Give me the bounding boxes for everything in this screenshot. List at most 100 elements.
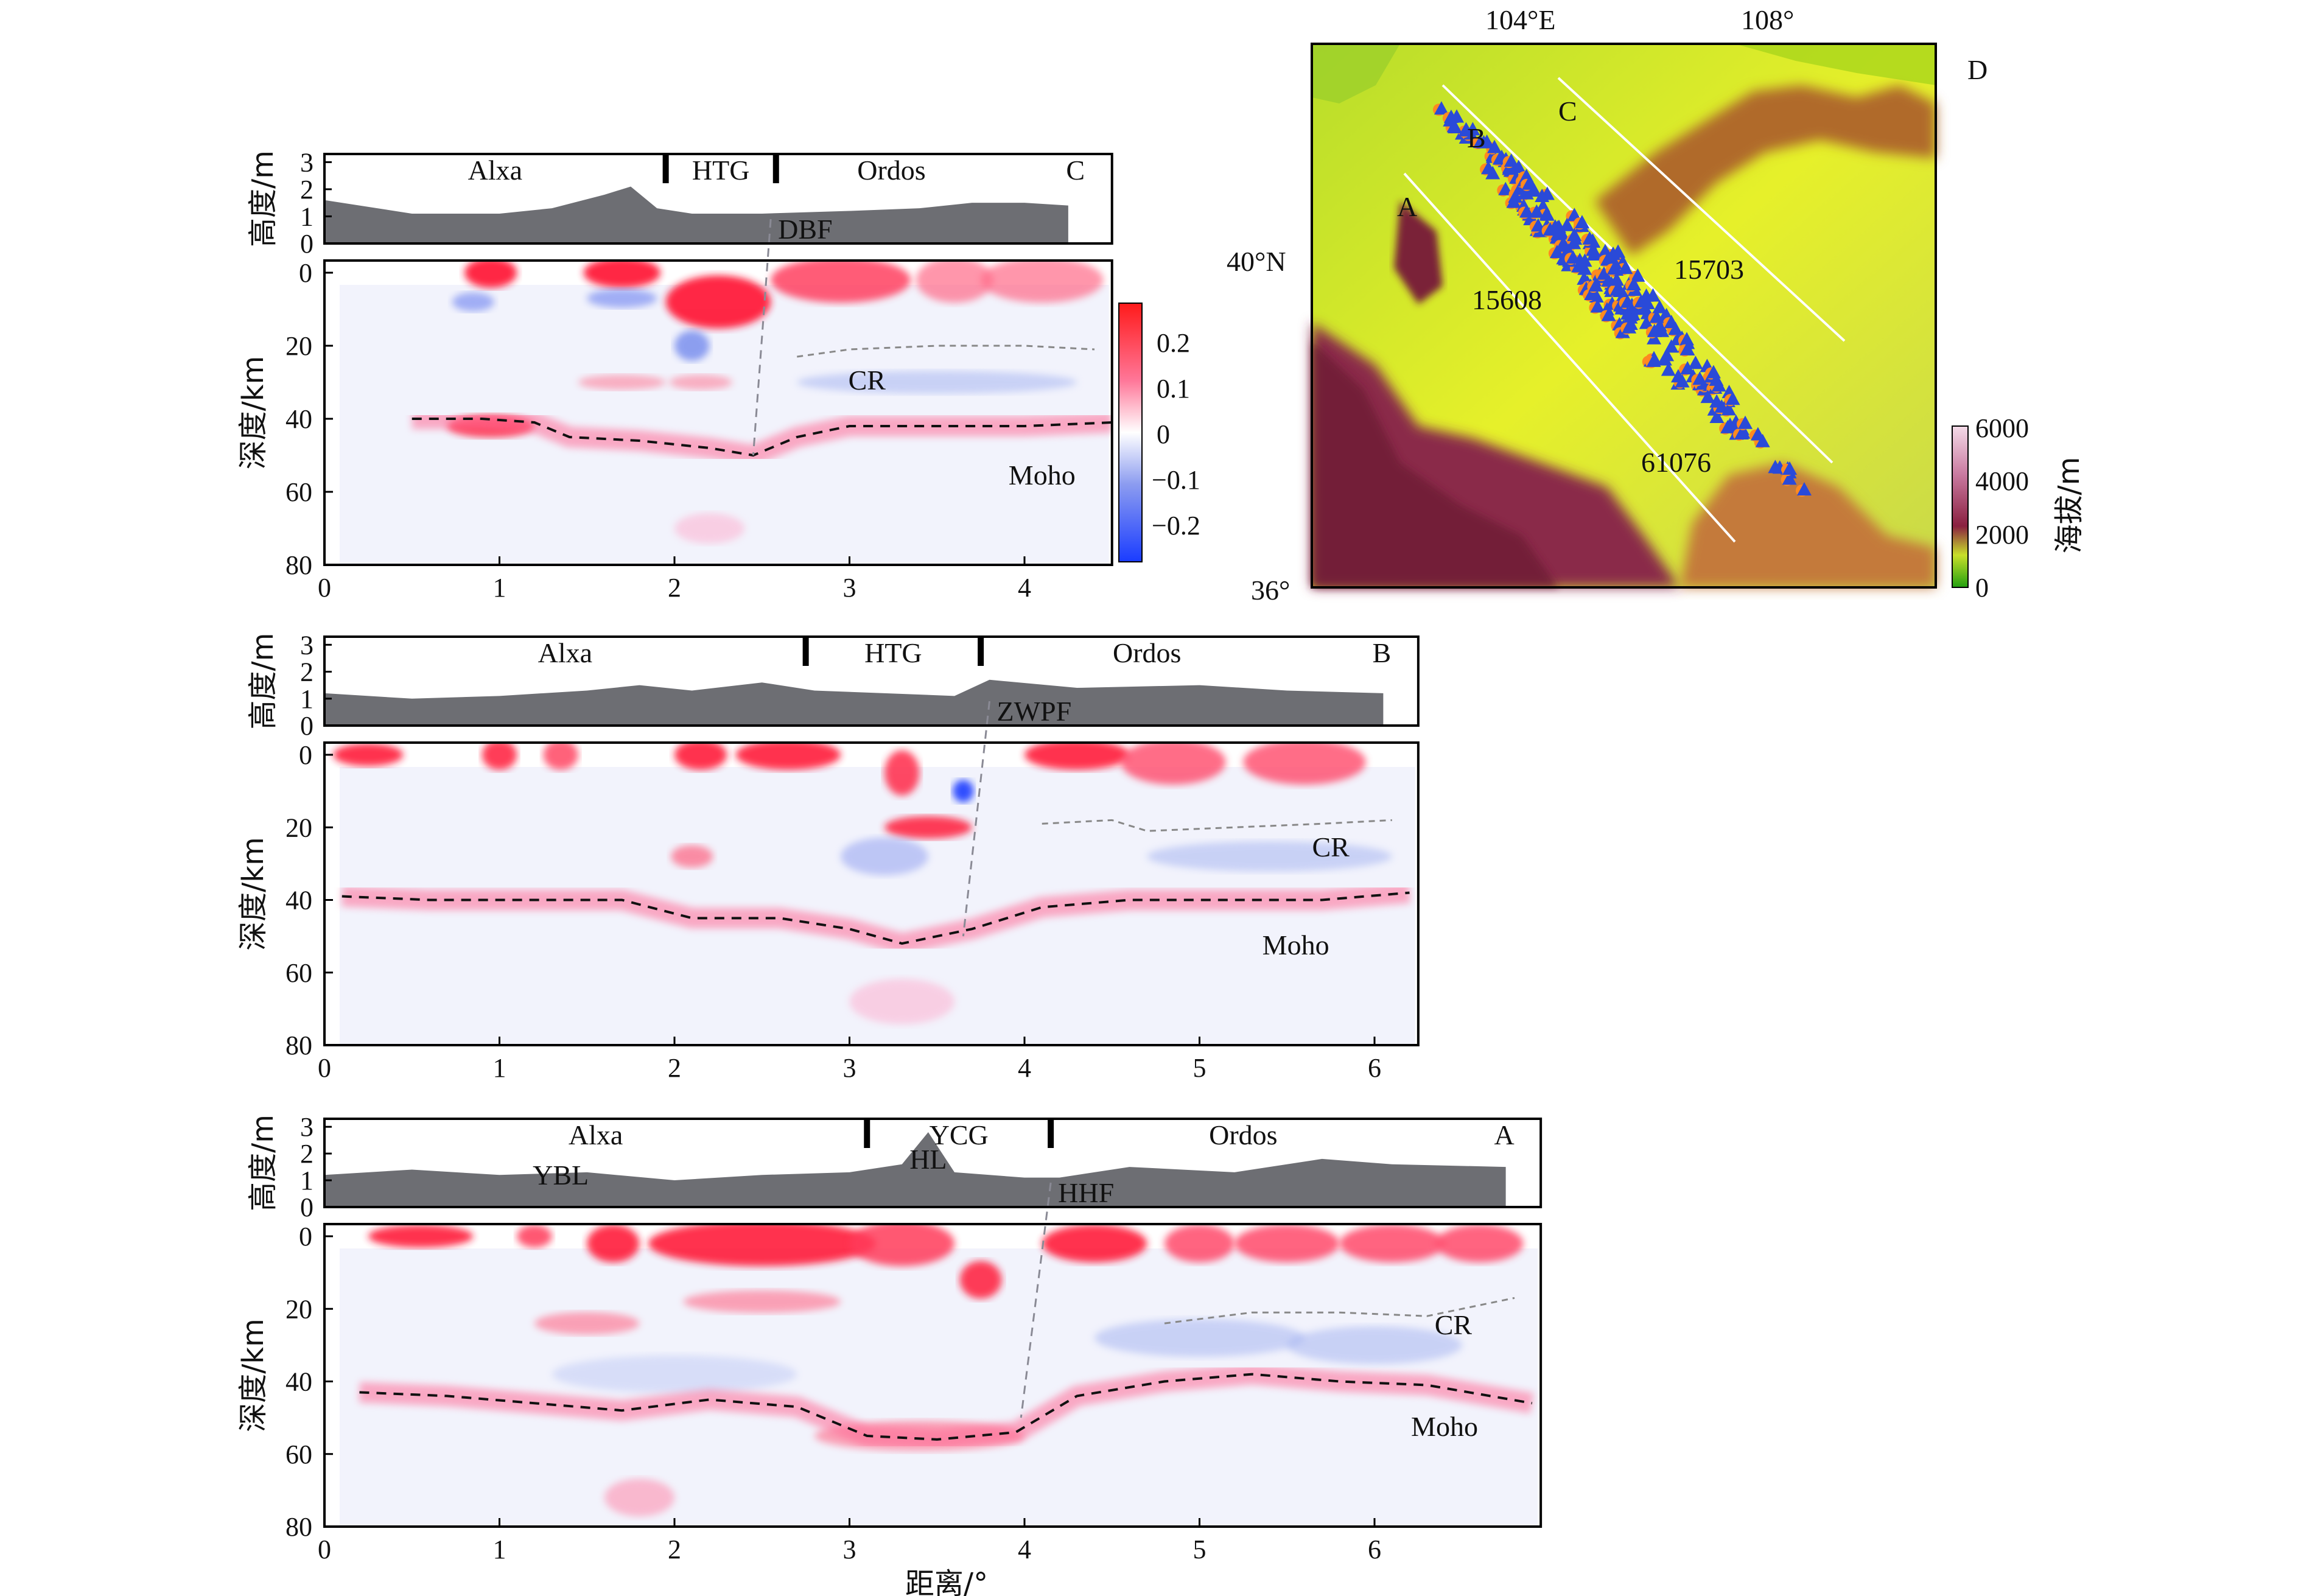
region-label-alxa: Alxa (569, 1119, 623, 1150)
x-tick: 2 (668, 1535, 681, 1564)
station-triangle (1639, 315, 1654, 329)
x-tick: 1 (493, 1535, 506, 1564)
station-triangle (1688, 355, 1703, 369)
depth-tick: 40 (285, 886, 312, 915)
elev-tick-6000: 6000 (1975, 413, 2029, 443)
anomaly-11 (671, 845, 713, 868)
station-triangle (1590, 299, 1605, 313)
region-label-ordos: Ordos (1113, 637, 1181, 668)
elev-tick: 3 (300, 630, 313, 660)
station-triangle (1443, 113, 1458, 127)
anomaly-2 (587, 1224, 640, 1262)
station-triangle (1623, 317, 1638, 331)
station-triangle (1668, 321, 1683, 335)
map-station-label-15703: 15703 (1674, 254, 1744, 285)
anomaly-0 (368, 1225, 474, 1248)
anomaly-14 (604, 1479, 674, 1517)
map-profile-label-b: B (1467, 122, 1486, 153)
depth-tick: 80 (285, 1512, 312, 1542)
anomaly-6 (884, 816, 972, 839)
map-station-label-15608: 15608 (1472, 284, 1542, 315)
anomaly-15 (1094, 1318, 1305, 1357)
anomaly-2 (665, 275, 771, 329)
cr-line (1164, 1297, 1515, 1325)
receiver-function-image (333, 743, 1415, 1045)
station-triangle (1476, 135, 1491, 149)
anomaly-0 (464, 261, 517, 288)
anomaly-8 (1235, 1224, 1340, 1262)
moho-line (359, 1373, 1533, 1441)
elev-tick: 1 (300, 684, 313, 714)
station-triangle (1618, 261, 1633, 275)
region-label-ordos: Ordos (1209, 1119, 1277, 1150)
anomaly-4 (849, 1224, 954, 1267)
station-triangle (1782, 461, 1798, 475)
station-triangle (1692, 371, 1707, 385)
station-triangle (1459, 122, 1474, 136)
station-triangle (1664, 315, 1679, 329)
x-tick: 2 (668, 1053, 681, 1083)
anomaly-11 (534, 1312, 640, 1335)
station-triangle (1557, 238, 1572, 252)
x-tick: 6 (1368, 1053, 1381, 1083)
station-triangle (1738, 415, 1753, 429)
station-triangle (1596, 266, 1611, 280)
elevation-frame (323, 1118, 1543, 1208)
depth-frame (323, 1223, 1543, 1528)
station-triangle (1584, 287, 1599, 301)
station-triangle (1582, 231, 1597, 245)
station-triangle (1620, 294, 1635, 308)
station-triangle (1646, 353, 1661, 367)
x-tick: 2 (668, 573, 681, 603)
station-triangle (1566, 236, 1581, 250)
station-triangle (1670, 369, 1686, 383)
elev-tick: 3 (300, 1112, 313, 1142)
moho-line (341, 891, 1410, 945)
fault-trace (752, 219, 772, 456)
station-triangle (1768, 460, 1783, 474)
station-triangle (1613, 283, 1628, 297)
anomaly-13 (849, 979, 954, 1024)
station-triangle (1634, 294, 1649, 308)
anomaly-14 (1147, 841, 1392, 872)
anomaly-6 (587, 289, 657, 308)
depth-tick: 20 (285, 813, 312, 842)
elev-tick: 0 (300, 229, 313, 259)
moho-line (412, 418, 1112, 457)
anomaly-10 (1243, 743, 1366, 785)
station-triangle (1700, 390, 1715, 404)
moho-label: Moho (1411, 1411, 1478, 1442)
station-triangle (1550, 226, 1565, 240)
sub-label-ybl: YBL (533, 1160, 589, 1191)
x-tick: 3 (843, 1535, 856, 1564)
station-triangle (1502, 161, 1517, 175)
station-triangle (1586, 247, 1602, 261)
anomaly-7 (1165, 1224, 1235, 1262)
station-triangle (1661, 362, 1676, 376)
x-tick: 5 (1193, 1535, 1207, 1564)
x-tick: 3 (843, 573, 856, 603)
x-tick: 4 (1018, 1535, 1031, 1564)
cr-line (797, 345, 1095, 358)
station-triangle (1448, 120, 1463, 134)
map-lon-label-104: 104°E (1485, 4, 1556, 35)
station-triangle (1521, 176, 1536, 190)
station-triangle (1626, 277, 1641, 291)
depth-tick: 0 (299, 1222, 312, 1251)
map-lat-label-40: 40°N (1227, 246, 1286, 277)
elevation-colorbar: 6000 4000 2000 0 海拔/m (1952, 413, 2086, 603)
depth-frame (323, 741, 1420, 1046)
anomaly-1 (482, 743, 517, 770)
elev-tick: 1 (300, 1166, 313, 1195)
profile-end-label: A (1494, 1119, 1515, 1150)
anomaly-12 (841, 837, 928, 876)
station-triangle (1571, 259, 1586, 273)
colorbar-tick-4: −0.2 (1152, 511, 1200, 541)
station-triangle (1504, 153, 1519, 167)
cr-label: CR (1312, 831, 1350, 863)
depth-frame (323, 259, 1113, 566)
colorbar-tick-2: 0 (1157, 419, 1170, 449)
x-tick: 0 (318, 1535, 331, 1564)
station-triangle (1601, 307, 1616, 321)
